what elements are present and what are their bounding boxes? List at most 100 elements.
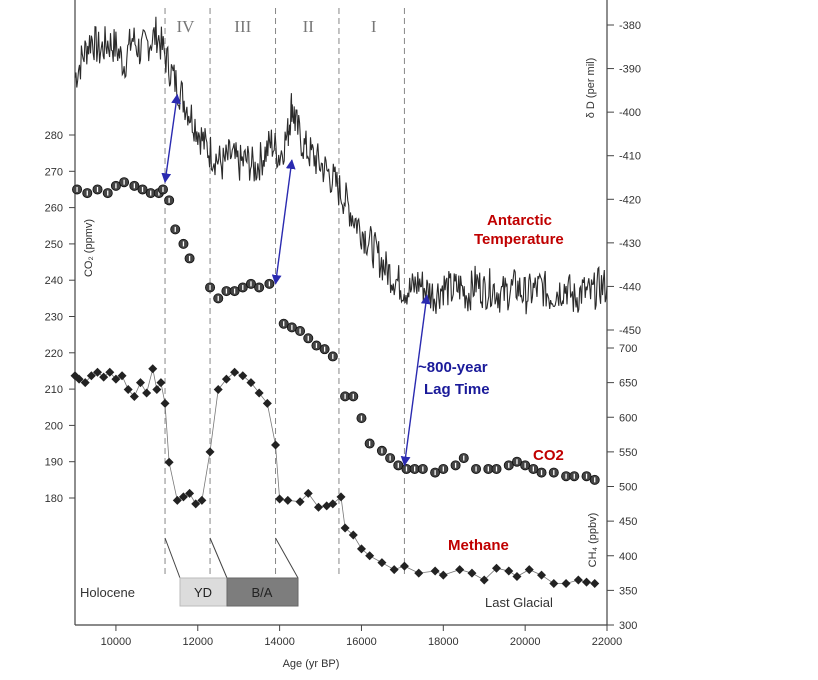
co2-tick-label-6: 240 <box>45 275 63 287</box>
x-axis-title: Age (yr BP) <box>283 658 340 670</box>
axes: 10000 12000 14000 16000 18000 20000 22000 Age (… <box>45 20 641 670</box>
methane-point <box>197 495 207 505</box>
methane-point <box>365 551 375 561</box>
lag-arrow-2 <box>400 294 431 467</box>
co2-tick-label-7: 250 <box>45 239 63 251</box>
annotations: Antarctic Temperature CO2 Methane ~800-year L… <box>418 212 564 554</box>
annotation-lag-1: ~800-year <box>418 359 488 376</box>
methane-point <box>313 502 323 512</box>
methane-point <box>467 568 477 578</box>
methane-point <box>142 388 152 398</box>
methane-series <box>70 364 600 588</box>
methane-point <box>377 558 387 568</box>
ch4-tick-label-5: 550 <box>619 447 637 459</box>
period-label-3: I <box>371 17 377 36</box>
methane-point <box>504 566 514 576</box>
methane-point <box>129 391 139 401</box>
ch4-tick-label-8: 700 <box>619 343 637 355</box>
lag-arrow-1 <box>271 159 296 285</box>
x-tick-label-4: 18000 <box>428 636 459 648</box>
methane-point <box>590 578 600 588</box>
dd-tick-label-1: -390 <box>619 64 641 76</box>
ch4-tick-label-2: 400 <box>619 551 637 563</box>
co2-tick-label-5: 230 <box>45 312 63 324</box>
ch4-axis-title: CH₄ (ppbv) <box>587 513 599 568</box>
methane-point <box>328 499 338 509</box>
methane-point <box>455 565 465 575</box>
methane-point <box>191 499 201 509</box>
methane-point <box>172 495 182 505</box>
methane-point <box>512 572 522 582</box>
x-tick-label-0: 10000 <box>101 636 132 648</box>
methane-point <box>238 371 248 381</box>
ch4-tick-label-0: 300 <box>619 620 637 632</box>
co2-tick-label-8: 260 <box>45 203 63 215</box>
ch4-tick-label-4: 500 <box>619 482 637 494</box>
co2-tick-label-1: 190 <box>45 457 63 469</box>
methane-point <box>356 544 366 554</box>
methane-point <box>246 378 256 388</box>
methane-point <box>205 447 215 457</box>
temperature-line <box>74 16 608 315</box>
dd-tick-label-3: -410 <box>619 151 641 163</box>
co2-tick-label-0: 180 <box>45 493 63 505</box>
co2-series <box>72 177 600 485</box>
methane-point <box>178 492 188 502</box>
methane-point <box>389 565 399 575</box>
methane-point <box>479 575 489 585</box>
holocene-label: Holocene <box>80 585 135 600</box>
plot-frame <box>74 0 608 626</box>
x-tick-label-3: 16000 <box>346 636 377 648</box>
annotation-antarctic: Antarctic <box>487 212 552 229</box>
annotation-lag-2: Lag Time <box>424 381 490 398</box>
yd-band <box>179 577 228 607</box>
temperature-series <box>74 16 608 315</box>
methane-point <box>123 385 133 395</box>
ba-band <box>226 577 299 607</box>
annotation-temperature: Temperature <box>474 231 564 248</box>
methane-point <box>336 492 346 502</box>
last-glacial-label: Last Glacial <box>485 595 553 610</box>
methane-point <box>348 530 358 540</box>
methane-point <box>549 578 559 588</box>
x-tick-label-2: 14000 <box>264 636 295 648</box>
band-connector-0 <box>164 537 181 579</box>
methane-point <box>164 457 174 467</box>
period-bands: Holocene YD B/A Last Glacial <box>80 537 553 610</box>
methane-point <box>80 378 90 388</box>
methane-point <box>86 371 96 381</box>
dd-axis-title: δ D (per mil) <box>585 58 597 119</box>
band-connector-2 <box>275 537 299 579</box>
band-connector-1 <box>209 537 228 579</box>
methane-point <box>156 378 166 388</box>
methane-point <box>414 568 424 578</box>
methane-point <box>537 570 547 580</box>
methane-point <box>438 570 448 580</box>
methane-point <box>524 565 534 575</box>
yd-label: YD <box>194 585 212 600</box>
co2-axis-title: CO₂ (ppmv) <box>83 219 95 277</box>
methane-point <box>213 385 223 395</box>
methane-point <box>105 367 115 377</box>
period-lines: IV III II I <box>164 8 405 578</box>
lag-arrows <box>161 93 431 467</box>
ch4-tick-label-1: 350 <box>619 585 637 597</box>
methane-line <box>74 368 595 584</box>
methane-point <box>430 566 440 576</box>
methane-point <box>275 494 285 504</box>
methane-point <box>230 367 240 377</box>
x-tick-label-5: 20000 <box>510 636 541 648</box>
period-label-1: III <box>234 17 251 36</box>
methane-point <box>160 398 170 408</box>
dd-tick-label-6: -440 <box>619 281 641 293</box>
methane-point <box>262 398 272 408</box>
annotation-co2: CO2 <box>533 447 564 464</box>
co2-tick-label-3: 210 <box>45 384 63 396</box>
methane-point <box>148 364 158 374</box>
x-tick-label-6: 22000 <box>592 636 623 648</box>
methane-point <box>254 388 264 398</box>
methane-point <box>295 497 305 507</box>
dd-tick-label-5: -430 <box>619 238 641 250</box>
methane-point <box>111 374 121 384</box>
